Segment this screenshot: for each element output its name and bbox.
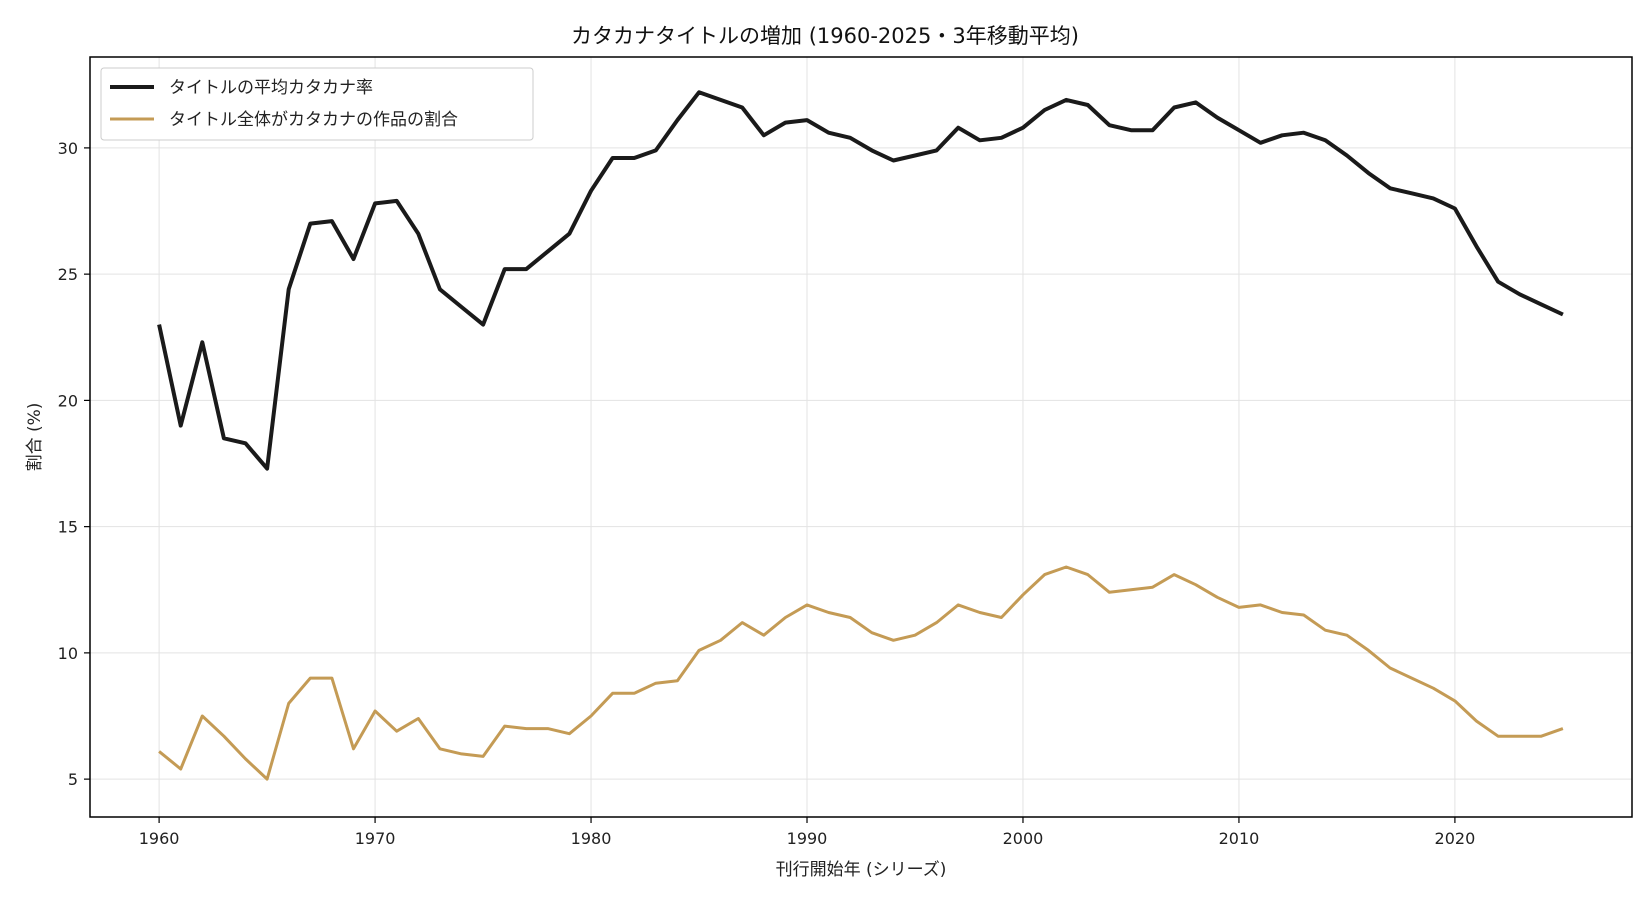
y-tick-label: 5 (68, 770, 78, 789)
legend-label-1: タイトルの平均カタカナ率 (169, 78, 373, 98)
x-axis-label: 刊行開始年 (シリーズ) (776, 860, 947, 880)
x-tick-label: 2020 (1435, 829, 1476, 848)
chart-title: カタカナタイトルの増加 (1960-2025・3年移動平均) (571, 24, 1079, 48)
y-tick-label: 20 (58, 391, 78, 410)
y-tick-label: 10 (58, 644, 78, 663)
x-tick-label: 2000 (1003, 829, 1044, 848)
x-tick-label: 2010 (1219, 829, 1260, 848)
y-axis: 5 10 15 20 25 30 (58, 139, 90, 789)
y-tick-label: 25 (58, 265, 78, 284)
x-tick-label: 1990 (787, 829, 828, 848)
y-tick-label: 15 (58, 518, 78, 537)
grid-lines (90, 57, 1632, 817)
legend-box (100, 67, 534, 141)
series-layer (157, 90, 1564, 781)
series-line-2 (158, 565, 1564, 781)
plot-frame (89, 56, 1633, 818)
y-tick-label: 30 (58, 139, 78, 158)
legend-label-2: タイトル全体がカタカナの作品の割合 (169, 110, 458, 130)
x-tick-label: 1970 (355, 829, 396, 848)
series-line-1 (157, 90, 1564, 471)
y-axis-label: 割合 (%) (25, 403, 45, 472)
x-tick-label: 1980 (571, 829, 612, 848)
x-tick-label: 1960 (139, 829, 180, 848)
x-axis: 1960 1970 1980 1990 2000 2010 2020 (139, 817, 1476, 848)
